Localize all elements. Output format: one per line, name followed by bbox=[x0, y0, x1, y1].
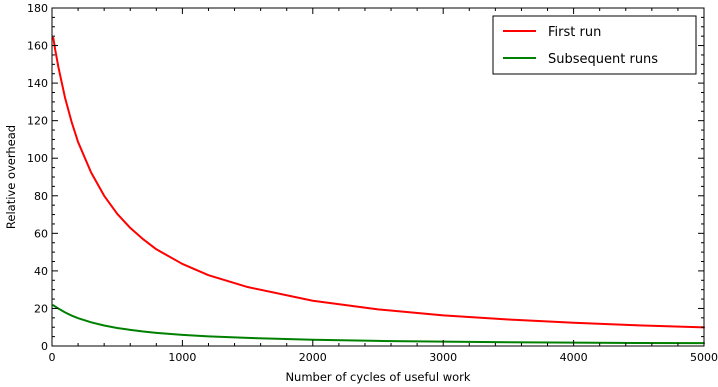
x-tick-label: 1000 bbox=[168, 351, 196, 364]
y-tick-label: 100 bbox=[27, 152, 48, 165]
y-tick-label: 180 bbox=[27, 2, 48, 15]
legend-box bbox=[492, 15, 697, 75]
x-tick-label: 0 bbox=[49, 351, 56, 364]
y-axis-label: Relative overhead bbox=[4, 125, 18, 229]
x-tick-label: 4000 bbox=[560, 351, 588, 364]
y-tick-label: 40 bbox=[34, 265, 48, 278]
tick-layer: 0 1000 2000 3000 4000 5000 0 20 40 60 80 100 120 140 1… bbox=[27, 2, 718, 364]
x-tick-label: 3000 bbox=[429, 351, 457, 364]
legend: First run Subsequent runs bbox=[492, 15, 697, 75]
series-line-first-run bbox=[52, 36, 705, 329]
y-tick-label: 0 bbox=[41, 340, 48, 353]
y-tick-label: 60 bbox=[34, 227, 48, 240]
y-tick-label: 160 bbox=[27, 40, 48, 53]
series-line-subsequent-runs bbox=[52, 304, 705, 345]
x-axis-label: Number of cycles of useful work bbox=[285, 370, 470, 384]
x-tick-label: 2000 bbox=[299, 351, 327, 364]
series-layer bbox=[52, 36, 705, 345]
y-tick-label: 20 bbox=[34, 302, 48, 315]
y-tick-label: 140 bbox=[27, 77, 48, 90]
legend-label-subsequent-runs: Subsequent runs bbox=[548, 52, 658, 67]
x-tick-label: 5000 bbox=[690, 351, 718, 364]
legend-label-first-run: First run bbox=[548, 25, 601, 40]
y-tick-label: 120 bbox=[27, 115, 48, 128]
y-tick-label: 80 bbox=[34, 190, 48, 203]
